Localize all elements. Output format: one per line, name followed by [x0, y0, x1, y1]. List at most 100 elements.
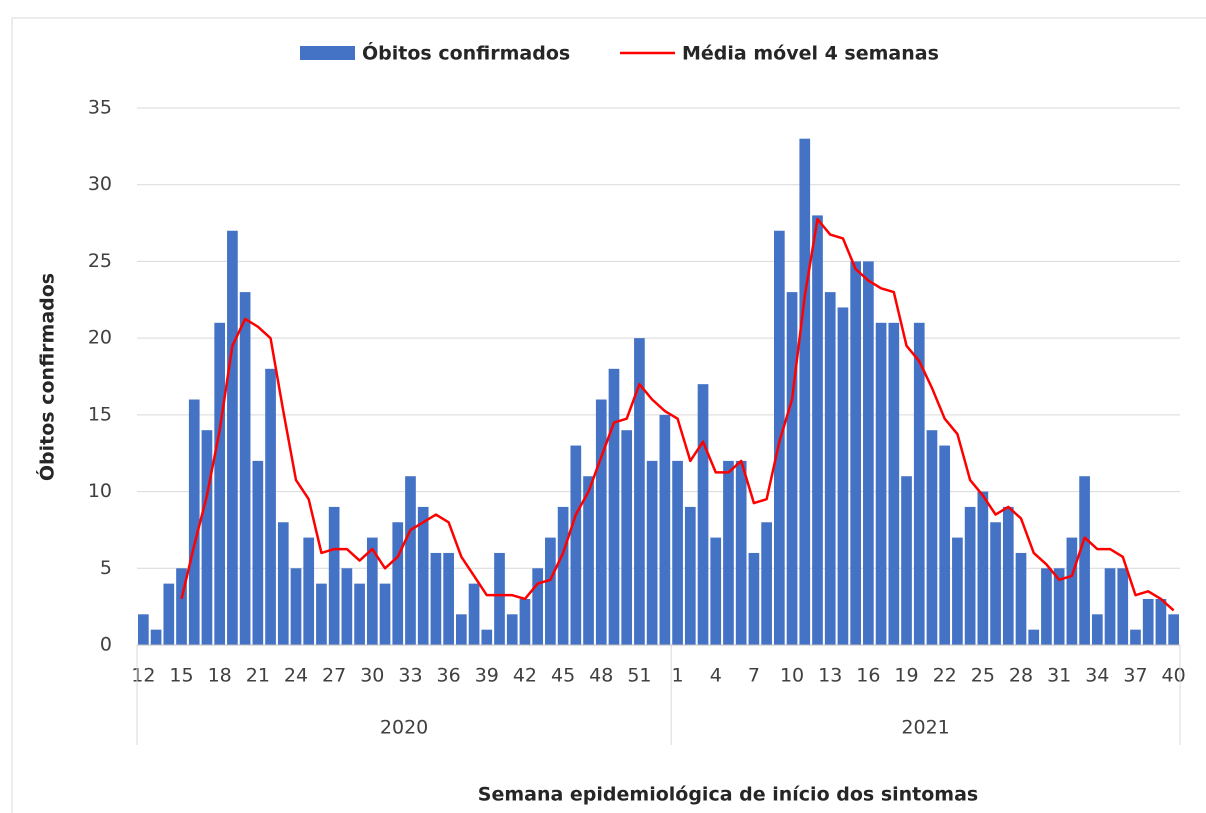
- bar: [316, 583, 327, 645]
- bar: [163, 583, 175, 645]
- x-tick-label: 19: [894, 665, 918, 687]
- y-tick-label: 35: [88, 97, 112, 119]
- bar: [417, 506, 429, 645]
- x-tick-label: 33: [398, 665, 422, 687]
- bar: [875, 322, 887, 645]
- x-tick-label: 21: [246, 665, 270, 687]
- x-tick-label: 24: [284, 665, 308, 687]
- bar: [430, 552, 442, 645]
- bar: [227, 230, 238, 645]
- x-tick-label: 12: [131, 665, 155, 687]
- bar: [799, 138, 811, 645]
- bar: [672, 460, 683, 645]
- bar: [1002, 506, 1014, 645]
- bar: [239, 292, 251, 645]
- bar: [570, 445, 582, 645]
- x-group-label: 2020: [380, 717, 428, 739]
- bar: [176, 568, 187, 645]
- x-tick-label: 18: [208, 665, 232, 687]
- bar: [786, 292, 798, 645]
- bar: [812, 215, 823, 645]
- bar: [341, 568, 353, 645]
- bar: [1091, 614, 1103, 645]
- bar: [824, 292, 836, 645]
- x-tick-label: 4: [710, 665, 722, 687]
- bar: [1053, 568, 1065, 645]
- bar: [150, 629, 162, 645]
- bar: [1130, 629, 1141, 645]
- bar: [952, 537, 963, 645]
- bar: [481, 629, 493, 645]
- x-tick-label: 51: [627, 665, 651, 687]
- bar: [405, 476, 416, 645]
- bar: [761, 522, 772, 645]
- x-tick-label: 37: [1123, 665, 1147, 687]
- bar: [837, 307, 849, 645]
- bar: [354, 583, 365, 645]
- bar: [634, 338, 645, 645]
- bar: [1066, 537, 1078, 645]
- y-tick-label: 20: [88, 327, 112, 349]
- bar: [850, 261, 861, 645]
- bar: [964, 506, 976, 645]
- x-tick-label: 28: [1009, 665, 1033, 687]
- x-tick-label: 27: [322, 665, 346, 687]
- bar: [443, 552, 454, 645]
- bar: [863, 261, 874, 645]
- x-tick-label: 22: [933, 665, 957, 687]
- x-tick-label: 39: [475, 665, 499, 687]
- bar: [532, 568, 544, 645]
- x-tick-label: 15: [169, 665, 193, 687]
- bar: [1142, 598, 1154, 645]
- legend-label: Média móvel 4 semanas: [682, 43, 939, 65]
- bar: [392, 522, 404, 645]
- bar: [468, 583, 480, 645]
- chart-frame: [11, 17, 1206, 813]
- bar: [990, 522, 1001, 645]
- bar: [214, 322, 226, 645]
- x-tick-label: 1: [672, 665, 684, 687]
- bar: [379, 583, 391, 645]
- bar: [201, 430, 213, 645]
- line: [180, 217, 1175, 612]
- x-tick-label: 16: [856, 665, 880, 687]
- y-tick-label: 30: [88, 173, 112, 195]
- bar: [684, 506, 696, 645]
- y-tick-label: 5: [100, 557, 112, 579]
- bar: [506, 614, 518, 645]
- bar: [888, 322, 900, 645]
- bar: [723, 460, 734, 645]
- bar: [595, 399, 607, 645]
- x-axis-title: Semana epidemiológica de início dos sint…: [478, 784, 978, 806]
- bar: [646, 460, 658, 645]
- x-tick-label: 42: [513, 665, 537, 687]
- bar: [659, 414, 671, 645]
- x-tick-label: 30: [360, 665, 384, 687]
- bar: [608, 368, 620, 645]
- legend-label: Óbitos confirmados: [362, 41, 570, 65]
- x-tick-label: 13: [818, 665, 842, 687]
- y-axis-title: Óbitos confirmados: [35, 273, 59, 481]
- x-group-label: 2021: [901, 717, 949, 739]
- bar: [621, 430, 633, 645]
- bar: [494, 552, 505, 645]
- bar: [901, 476, 912, 645]
- legend-swatch: [300, 46, 355, 60]
- x-tick-label: 45: [551, 665, 575, 687]
- bar: [188, 399, 200, 645]
- x-tick-label: 7: [748, 665, 760, 687]
- bar: [1168, 614, 1179, 645]
- bar: [1015, 552, 1027, 645]
- bar: [913, 322, 925, 645]
- x-tick-label: 36: [437, 665, 461, 687]
- bar: [1155, 598, 1167, 645]
- x-tick-label: 48: [589, 665, 613, 687]
- bar: [456, 614, 467, 645]
- bar: [1104, 568, 1116, 645]
- bar: [1079, 476, 1090, 645]
- bar: [328, 506, 340, 645]
- bar: [138, 614, 149, 645]
- bar: [290, 568, 302, 645]
- bar: [1028, 629, 1040, 645]
